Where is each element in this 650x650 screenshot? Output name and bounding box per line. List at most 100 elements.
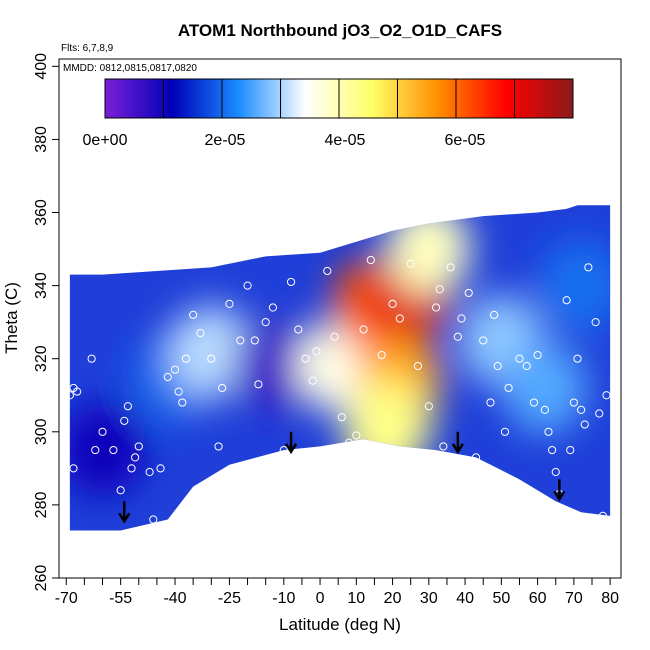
- x-tick-label: -40: [163, 590, 186, 607]
- y-tick-label: 300: [33, 418, 50, 445]
- observation-point: [529, 398, 539, 407]
- observation-point: [573, 354, 582, 363]
- observation-point: [214, 442, 223, 451]
- heatmap-cell-13: [539, 239, 611, 332]
- x-tick-label: -70: [55, 590, 78, 607]
- y-axis-label: Theta (C): [2, 282, 21, 354]
- observation-point: [489, 310, 499, 319]
- observation-point: [584, 263, 593, 272]
- observation-point: [424, 402, 433, 411]
- observation-points: [65, 255, 611, 524]
- y-tick-label: 380: [33, 126, 50, 153]
- heatmap-cell-10: [386, 205, 471, 296]
- observation-point: [109, 445, 118, 455]
- observation-point: [439, 442, 448, 451]
- observation-point: [493, 361, 502, 371]
- heatmap-cell-12: [502, 341, 587, 434]
- observation-point: [435, 285, 444, 294]
- observation-point: [540, 405, 549, 414]
- colorbar-tick-label: 6e-05: [445, 132, 486, 149]
- observation-point: [250, 336, 259, 345]
- observation-point: [344, 438, 354, 447]
- colorbar-tick-label: 2e-05: [205, 132, 246, 149]
- flights-annotation: Flts: 6,7,8,9: [61, 43, 114, 54]
- observation-point: [500, 427, 510, 436]
- observation-point: [464, 288, 473, 298]
- x-tick-label: 30: [420, 590, 438, 607]
- observation-point: [388, 299, 397, 308]
- observation-point: [87, 354, 96, 363]
- observation-point: [337, 413, 346, 422]
- observation-point: [330, 332, 339, 341]
- observation-point: [446, 263, 455, 272]
- observation-point: [156, 464, 165, 473]
- y-tick-label: 260: [33, 565, 50, 592]
- observation-point: [479, 336, 488, 345]
- observation-point: [366, 255, 375, 265]
- observation-point: [413, 361, 423, 371]
- y-tick-label: 280: [33, 491, 50, 518]
- observation-point: [431, 303, 441, 312]
- observation-point: [254, 380, 263, 389]
- y-tick-label: 340: [33, 272, 50, 299]
- observation-point: [471, 453, 481, 462]
- observation-point: [569, 398, 578, 407]
- x-tick-label: 0: [316, 590, 325, 607]
- observation-point: [544, 427, 553, 436]
- observation-point: [598, 511, 607, 520]
- observation-point: [577, 405, 586, 414]
- observation-point: [453, 332, 462, 341]
- observation-point: [98, 427, 107, 436]
- x-tick-label: 20: [384, 590, 402, 607]
- observation-point: [178, 398, 187, 407]
- x-tick-label: 10: [347, 590, 365, 607]
- observation-point: [127, 464, 136, 473]
- observation-point: [279, 445, 288, 455]
- observation-point: [69, 464, 78, 473]
- observation-point: [189, 310, 198, 319]
- observation-point: [352, 431, 361, 440]
- heatmap-cell-0: [69, 404, 145, 497]
- flight-arrow: [451, 431, 464, 455]
- observation-point: [120, 416, 129, 425]
- observation-point: [65, 391, 74, 400]
- observation-point: [261, 318, 270, 327]
- heatmap-cell-3: [234, 320, 319, 413]
- observation-point: [377, 350, 386, 360]
- colorbar-dividers: [163, 79, 515, 118]
- observation-point: [301, 354, 310, 363]
- observation-point: [286, 277, 296, 287]
- y-tick-label: 320: [33, 345, 50, 372]
- x-axis-label: Latitude (deg N): [279, 615, 401, 634]
- observation-point: [602, 391, 611, 400]
- heatmap-field: [69, 205, 611, 531]
- x-tick-label: 50: [492, 590, 510, 607]
- observation-point: [406, 259, 415, 268]
- observation-point: [131, 453, 140, 462]
- heatmap-cell-2: [169, 305, 254, 398]
- observation-point: [225, 299, 234, 308]
- y-tick-label: 360: [33, 199, 50, 226]
- colorbar-tick-label: 0e+00: [83, 132, 128, 149]
- observation-point: [533, 350, 542, 360]
- x-tick-label: 80: [601, 590, 619, 607]
- observation-point: [163, 372, 172, 382]
- observation-point: [548, 445, 557, 455]
- y-tick-label: 400: [33, 53, 50, 80]
- observation-point: [551, 467, 560, 477]
- observation-point: [504, 383, 513, 393]
- observation-point: [515, 354, 524, 363]
- x-tick-label: -10: [272, 590, 295, 607]
- observation-point: [73, 387, 82, 396]
- observation-point: [308, 376, 317, 385]
- x-tick-label: 60: [529, 590, 547, 607]
- observation-point: [145, 467, 154, 477]
- y-axis: 260 280 300 320 340 360 380 400: [33, 53, 59, 591]
- observation-point: [591, 318, 600, 327]
- observation-point: [562, 296, 571, 305]
- observation-point: [323, 266, 332, 276]
- x-axis: -70 -55 -40 -25 -10 0 10 20 30 40 50 60 70 80: [55, 578, 619, 607]
- observation-point: [359, 325, 368, 334]
- chart-title: ATOM1 Northbound jO3_O2_O1D_CAFS: [178, 21, 502, 40]
